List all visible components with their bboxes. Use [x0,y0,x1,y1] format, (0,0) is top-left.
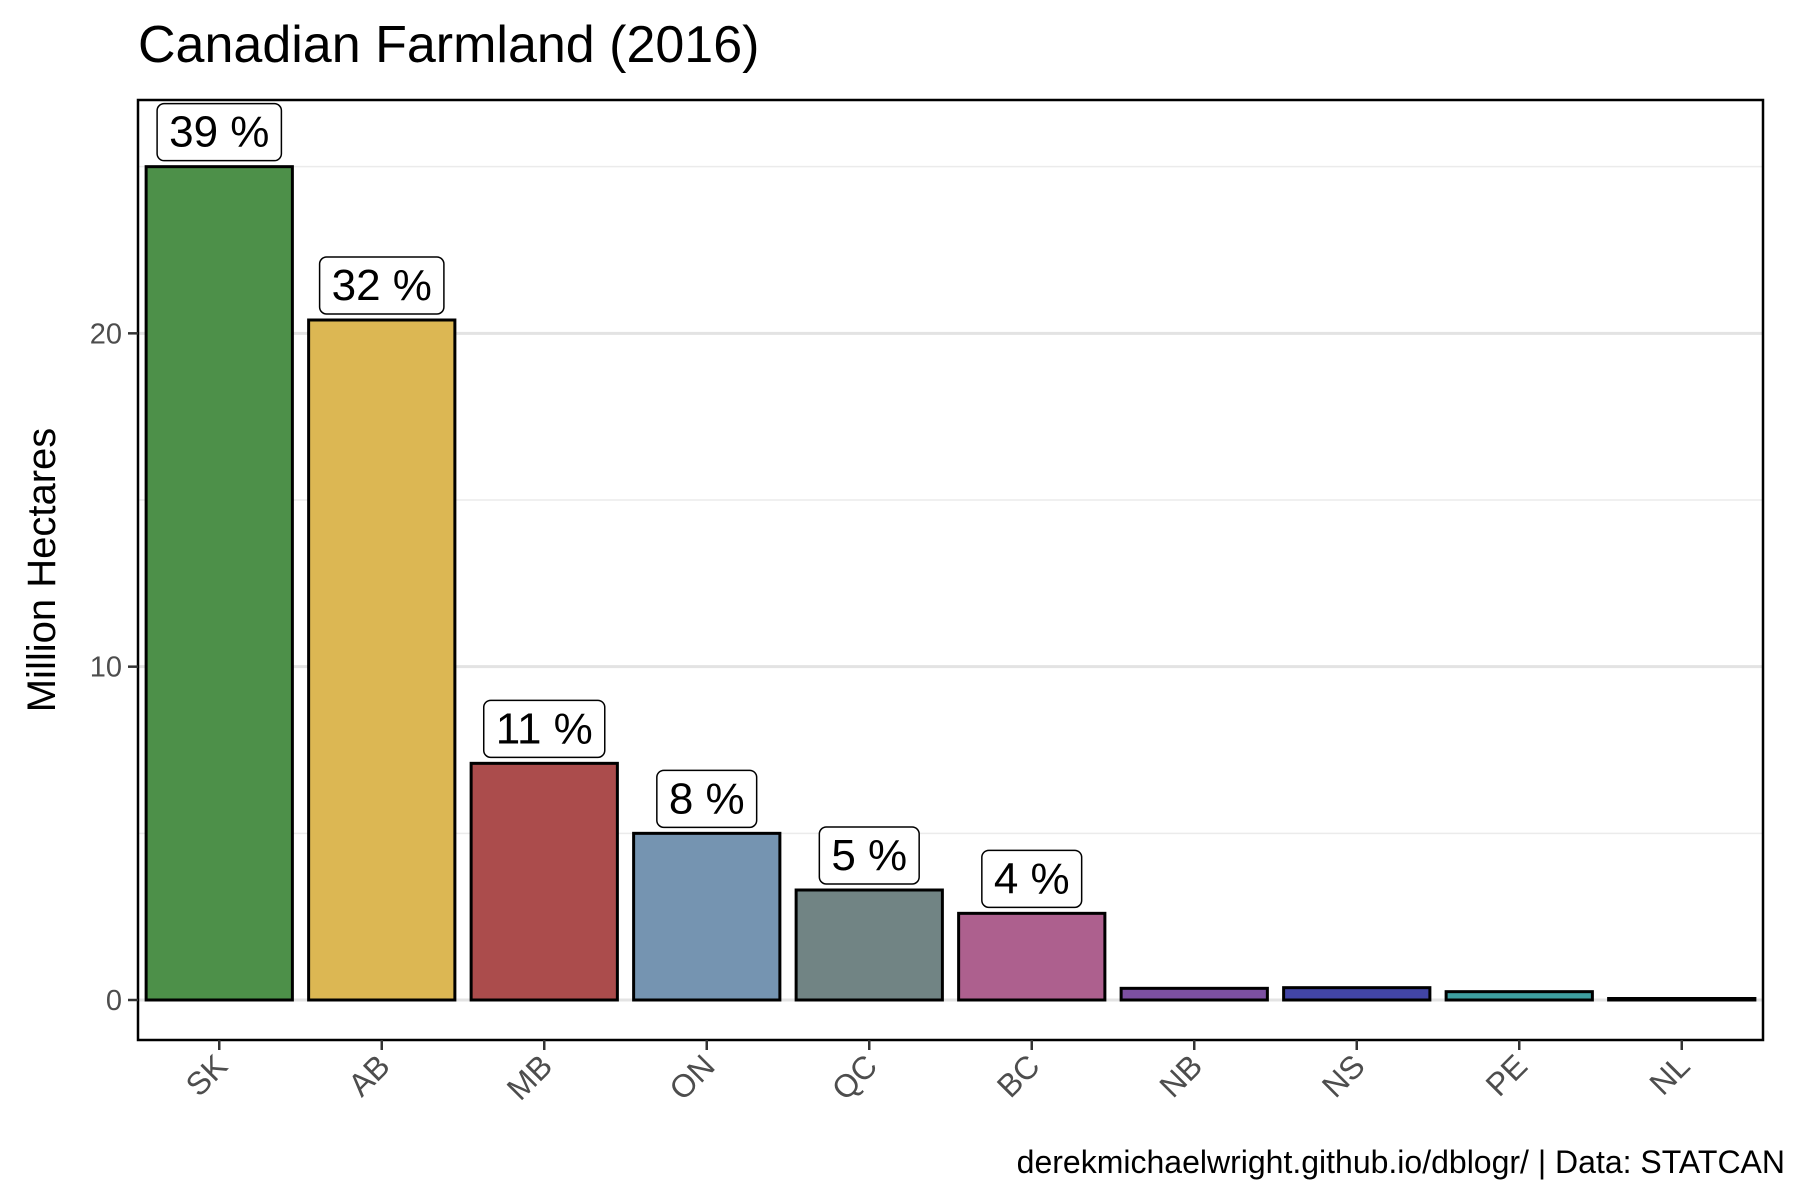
data-label-text: 5 % [831,831,907,880]
y-axis: 0 10 20 [90,318,138,1017]
data-label-text: 11 % [496,704,593,753]
data-label-mb: 11 % [482,699,606,759]
data-labels: 39 % 32 % 11 % 8 % 5 % 4 % [156,102,1083,909]
bar-nl [1607,997,1757,1002]
data-label-box [482,699,606,759]
chart-title: Canadian Farmland (2016) [138,16,759,74]
bar-on [632,831,782,1002]
x-tick-label-ab: AB [341,1047,397,1103]
data-label-on: 8 % [656,769,758,829]
chart-caption: derekmichaelwright.github.io/dblogr/ | D… [1017,1144,1785,1180]
data-label-ab: 32 % [318,256,445,315]
x-tick-label-ns: NS [1315,1047,1372,1104]
y-tick-label: 10 [90,652,122,684]
data-label-qc: 5 % [818,826,920,885]
x-tick-label-qc: QC [825,1047,884,1106]
bar-ns [1282,986,1432,1002]
plot-panel-border [136,98,1765,1042]
bar-bc [957,911,1107,1002]
data-label-box [656,769,758,829]
data-label-text: 39 % [169,108,269,157]
data-label-text: 4 % [994,854,1070,903]
x-tick-label-nl: NL [1642,1047,1696,1101]
x-tick-label-on: ON [662,1047,721,1106]
x-axis: SK AB MB ON QC BC NB NS PE NL [179,1040,1697,1107]
bar-mb [469,761,619,1002]
y-tick-label: 20 [90,318,122,350]
data-label-box [318,256,445,315]
bar-pe [1444,990,1594,1002]
x-tick-label-pe: PE [1479,1047,1535,1103]
x-tick-label-bc: BC [990,1047,1047,1104]
data-label-text: 8 % [669,774,745,823]
data-label-box [818,826,920,885]
data-label-box [981,849,1083,909]
bar-ab [307,318,457,1002]
data-label-sk: 39 % [156,102,283,162]
y-axis-label: Million Hectares [20,428,64,713]
x-tick-label-sk: SK [179,1047,235,1103]
y-tick-label: 0 [106,985,122,1017]
data-label-box [156,102,283,162]
data-label-text: 32 % [332,261,432,310]
x-tick-label-mb: MB [500,1047,559,1106]
data-label-bc: 4 % [981,849,1083,909]
x-tick-label-nb: NB [1152,1047,1209,1104]
bars [144,165,1757,1002]
bar-qc [794,888,944,1002]
bar-sk [144,165,294,1002]
bar-nb [1119,986,1269,1002]
